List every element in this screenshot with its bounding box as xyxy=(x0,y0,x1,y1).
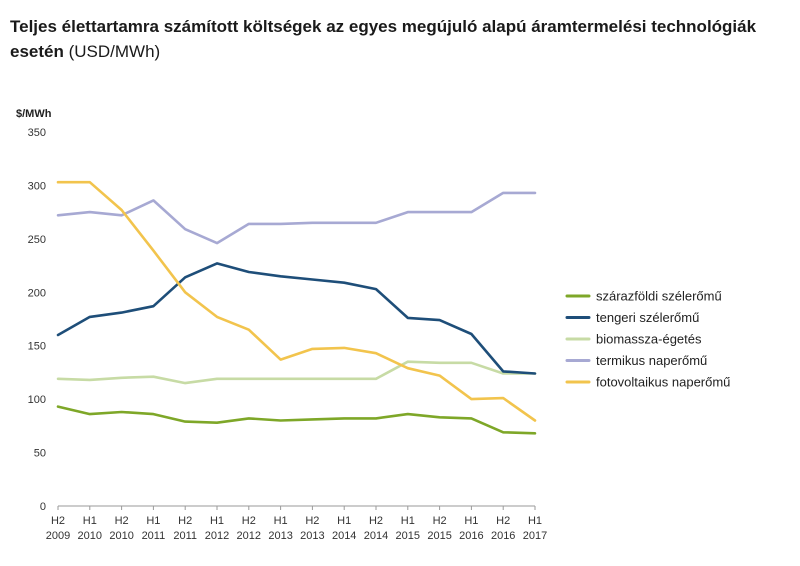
y-tick-label: 150 xyxy=(28,341,46,353)
x-tick-year: 2011 xyxy=(173,530,197,542)
legend-label: termikus naperőmű xyxy=(596,353,707,368)
x-axis-ticks: H2 2009 H1 2010 H2 2010 H1 2011 H2 2011 H1 2012 H2 20… xyxy=(46,506,547,542)
x-tick-half: H2 xyxy=(115,515,129,527)
series-line-2 xyxy=(56,262,537,375)
y-tick-label: 200 xyxy=(28,287,46,299)
x-tick-half: H2 xyxy=(178,515,192,527)
x-tick-year: 2015 xyxy=(427,530,451,542)
x-tick-year: 2017 xyxy=(523,530,547,542)
x-tick-year: 2016 xyxy=(459,530,483,542)
x-tick-half: H1 xyxy=(401,515,415,527)
legend-label: szárazföldi szélerőmű xyxy=(596,289,722,304)
y-axis-label: $/MWh xyxy=(16,108,52,120)
series-line-3 xyxy=(56,360,537,385)
x-tick-half: H1 xyxy=(274,515,288,527)
x-tick-half: H1 xyxy=(210,515,224,527)
x-tick-half: H2 xyxy=(496,515,510,527)
series-line-1 xyxy=(56,405,537,435)
legend-label: fotovoltaikus naperőmű xyxy=(596,375,730,390)
chart-title-text: Teljes élettartamra számított költségek … xyxy=(10,17,757,61)
x-tick-year: 2009 xyxy=(46,530,70,542)
chart-title: Teljes élettartamra számított költségek … xyxy=(10,14,780,64)
x-tick-half: H2 xyxy=(369,515,383,527)
y-tick-label: 350 xyxy=(28,127,46,139)
x-tick-year: 2012 xyxy=(237,530,261,542)
x-tick-half: H1 xyxy=(337,515,351,527)
x-tick-year: 2016 xyxy=(491,530,515,542)
legend: szárazföldi szélerőmű tengeri szélerőmű bi… xyxy=(565,289,730,390)
x-tick-half: H1 xyxy=(528,515,542,527)
x-tick-half: H1 xyxy=(464,515,478,527)
chart-title-unit: (USD/MWh) xyxy=(68,42,161,61)
y-tick-label: 0 xyxy=(40,501,46,513)
x-tick-year: 2013 xyxy=(300,530,324,542)
y-tick-label: 50 xyxy=(34,448,46,460)
x-tick-half: H1 xyxy=(146,515,160,527)
x-tick-year: 2010 xyxy=(78,530,102,542)
x-tick-year: 2010 xyxy=(109,530,133,542)
x-tick-year: 2015 xyxy=(396,530,420,542)
x-tick-half: H2 xyxy=(51,515,65,527)
y-tick-label: 100 xyxy=(28,394,46,406)
series-lines xyxy=(56,180,537,435)
legend-label: tengeri szélerőmű xyxy=(596,310,699,325)
y-axis-ticks: 0 50 100 150 200 250 300 350 xyxy=(28,127,46,513)
series-line-4 xyxy=(56,191,537,245)
x-tick-year: 2014 xyxy=(364,530,388,542)
legend-label: biomassza-égetés xyxy=(596,332,702,347)
y-tick-label: 300 xyxy=(28,180,46,192)
x-tick-half: H2 xyxy=(305,515,319,527)
x-tick-year: 2011 xyxy=(142,530,166,542)
x-tick-half: H2 xyxy=(242,515,256,527)
x-tick-year: 2014 xyxy=(332,530,356,542)
x-tick-year: 2013 xyxy=(268,530,292,542)
x-tick-year: 2012 xyxy=(205,530,229,542)
y-tick-label: 250 xyxy=(28,234,46,246)
series-line-5 xyxy=(56,180,537,422)
x-tick-half: H1 xyxy=(83,515,97,527)
x-tick-half: H2 xyxy=(433,515,447,527)
